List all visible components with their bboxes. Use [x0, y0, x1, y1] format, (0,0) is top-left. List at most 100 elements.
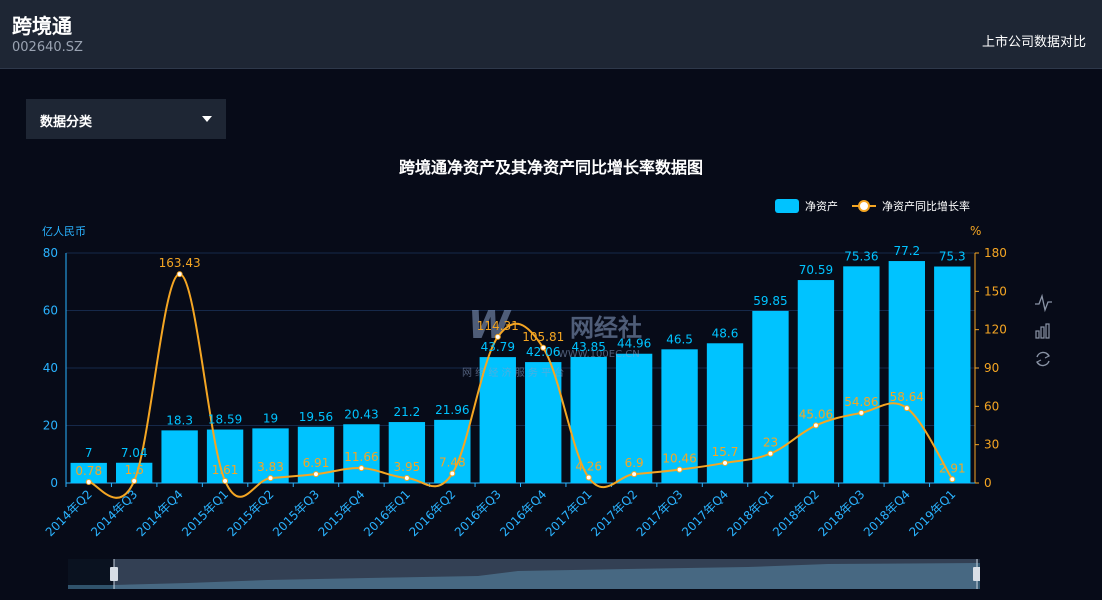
bar-value-label: 44.96 [617, 337, 651, 351]
line-point [403, 474, 410, 481]
line-point [358, 465, 365, 472]
y-axis-right-label: % [970, 224, 981, 238]
y-tick-left-label: 80 [43, 246, 58, 260]
bar-value-label: 42.06 [526, 345, 560, 359]
bar-value-label: 20.43 [344, 407, 378, 421]
bar-value-label: 46.5 [666, 332, 693, 346]
legend-line-marker [858, 200, 870, 212]
rate-value-label: 3.95 [394, 460, 421, 474]
rate-value-label: 163.43 [159, 256, 201, 270]
y-tick-right-label: 30 [984, 438, 999, 452]
bar-value-label: 43.85 [571, 340, 605, 354]
line-point [812, 422, 819, 429]
category-dropdown-label: 数据分类 [40, 115, 93, 130]
line-point [722, 459, 729, 466]
bar-value-label: 48.6 [712, 326, 739, 340]
toolbox [1035, 293, 1052, 367]
x-tick-label: 2015年Q2 [225, 487, 277, 539]
bar-value-label: 43.79 [481, 340, 515, 354]
rate-value-label: 2.91 [939, 461, 966, 475]
data-labels: 7 7.04 18.3 18.59 19 19.56 20.43 21.2 21.96 43.79… [75, 244, 965, 478]
bar-value-label: 77.2 [893, 244, 920, 258]
y-tick-right-label: 60 [984, 399, 999, 413]
x-tick-label: 2018年Q3 [815, 487, 867, 539]
y-tick-left-label: 20 [43, 419, 58, 433]
y-tick-right-label: 180 [984, 246, 1007, 260]
legend-bar-swatch [775, 199, 799, 213]
rate-value-label: 114.31 [477, 319, 519, 333]
rate-value-label: 23 [763, 436, 778, 450]
data-zoom-slider[interactable] [68, 559, 981, 589]
y-tick-left-label: 60 [43, 304, 58, 318]
data-zoom-preview [68, 559, 981, 589]
x-tick-label: 2017年Q4 [679, 487, 731, 539]
x-tick-label: 2017年Q1 [543, 487, 595, 539]
bar [843, 266, 880, 483]
line-point [858, 409, 865, 416]
line-point [949, 476, 956, 483]
line-chart-icon[interactable] [1035, 293, 1052, 313]
x-tick-label: 2015年Q4 [315, 487, 367, 539]
zoom-handle-right[interactable] [973, 567, 981, 581]
y-tick-right-label: 0 [984, 476, 992, 490]
x-tick-label: 2014年Q2 [43, 487, 95, 539]
x-tick-label: 2014年Q4 [134, 487, 186, 539]
bar [525, 362, 562, 483]
x-tick-label: 2016年Q4 [497, 487, 549, 539]
line-point [540, 344, 547, 351]
rate-value-label: 6.9 [625, 456, 644, 470]
bar [343, 424, 380, 483]
y-tick-right-label: 120 [984, 323, 1007, 337]
stock-code: 002640.SZ [12, 40, 83, 55]
grid [66, 252, 975, 426]
bar [706, 343, 744, 483]
rate-value-label: 1.61 [212, 463, 239, 477]
bar [388, 422, 426, 483]
rate-value-label: 58.64 [890, 390, 924, 404]
rate-value-label: 10.46 [662, 452, 696, 466]
line-point [85, 479, 92, 486]
bar [252, 428, 289, 483]
bar-value-label: 18.59 [208, 413, 242, 427]
rate-value-label: 3.83 [257, 460, 284, 474]
y-tick-left-label: 0 [50, 476, 58, 490]
x-tick-label: 2018年Q4 [861, 487, 913, 539]
x-tick-label: 2019年Q1 [906, 487, 958, 539]
bar [70, 462, 107, 483]
zoom-unselected-area [68, 559, 114, 589]
x-tick-label: 2016年Q1 [361, 487, 413, 539]
legend-line-label[interactable]: 净资产同比增长率 [882, 199, 970, 213]
refresh-icon[interactable] [1035, 351, 1051, 367]
company-name: 跨境通 [12, 14, 72, 38]
y-tick-left-label: 40 [43, 361, 58, 375]
zoom-handle-left[interactable] [110, 567, 118, 581]
x-tick-label: 2014年Q3 [88, 487, 140, 539]
compare-link[interactable]: 上市公司数据对比 [981, 35, 1086, 50]
x-tick-label: 2016年Q2 [406, 487, 458, 539]
bar [570, 356, 607, 483]
legend: 净资产 净资产同比增长率 [775, 199, 970, 213]
line-point [767, 450, 774, 457]
line-point [222, 477, 229, 484]
bar-value-label: 75.36 [844, 249, 878, 263]
bar [797, 280, 835, 483]
chart-title: 跨境通净资产及其净资产同比增长率数据图 [399, 158, 703, 177]
rate-value-label: 11.66 [344, 450, 378, 464]
line-point [312, 471, 319, 478]
x-tick-label: 2017年Q2 [588, 487, 640, 539]
bar [661, 349, 698, 483]
y-tick-right-label: 150 [984, 284, 1007, 298]
bar-value-label: 21.2 [394, 405, 421, 419]
bar-value-label: 75.3 [939, 250, 966, 264]
watermark: W 网经社 WWW.100EC.CN 网 络 经 济 服 务 平 台 [462, 303, 642, 379]
category-dropdown[interactable]: 数据分类 [26, 99, 226, 139]
y-axis-left-label: 亿人民币 [42, 225, 86, 238]
zoom-selected-window[interactable] [114, 559, 978, 589]
rate-value-label: 45.06 [799, 407, 833, 421]
growth-rate-line [88, 273, 954, 499]
line-point [176, 271, 183, 278]
bar-chart-icon[interactable] [1035, 323, 1050, 339]
rate-value-label: 105.81 [522, 330, 564, 344]
legend-bar-label[interactable]: 净资产 [805, 199, 838, 213]
rate-value-label: 15.7 [712, 445, 739, 459]
